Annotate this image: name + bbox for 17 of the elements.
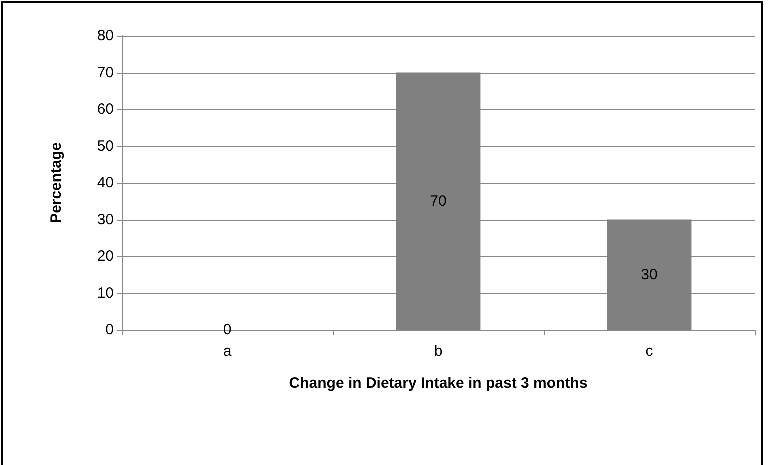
x-tick-label: a	[223, 343, 232, 360]
y-tick-label: 40	[97, 174, 114, 192]
y-tick-label: 20	[97, 248, 114, 265]
x-tick-label: c	[646, 343, 654, 360]
x-tick-label: b	[434, 343, 443, 360]
data-label: 70	[430, 192, 447, 210]
y-tick-label: 70	[97, 64, 114, 82]
y-tick-label: 50	[97, 138, 114, 155]
y-tick-label: 10	[97, 284, 114, 302]
y-tick-label: 80	[97, 28, 114, 44]
y-tick-label: 60	[97, 101, 114, 118]
x-axis-title: Change in Dietary Intake in past 3 months	[289, 375, 588, 392]
data-label: 30	[641, 266, 658, 284]
y-axis-title: Percentage	[48, 142, 65, 224]
y-tick-label: 30	[97, 211, 114, 228]
y-tick-label: 0	[106, 322, 114, 338]
data-label: 0	[223, 322, 232, 338]
